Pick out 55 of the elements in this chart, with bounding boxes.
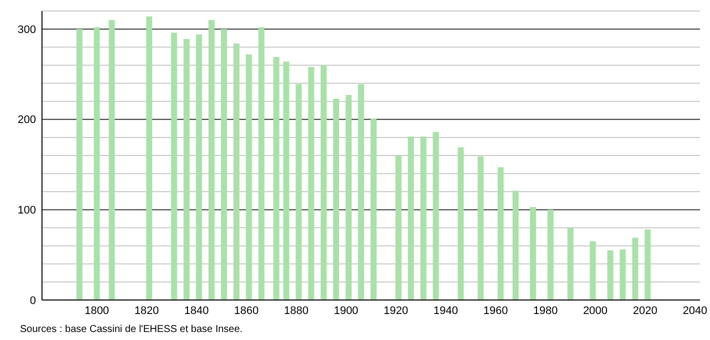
bar: [308, 66, 314, 300]
bar: [171, 32, 178, 300]
x-tick-label: 1800: [84, 305, 110, 317]
bar: [208, 20, 214, 300]
bar: [94, 27, 100, 300]
x-tick-label: 2000: [583, 305, 608, 317]
bar: [547, 210, 554, 300]
x-tick-label: 1860: [234, 305, 259, 317]
bar: [590, 241, 596, 300]
y-tick-label: 0: [30, 294, 36, 307]
x-tick-label: 1880: [284, 305, 308, 317]
bar: [478, 156, 484, 300]
bar: [420, 136, 426, 300]
bar: [273, 57, 280, 300]
bar: [296, 84, 302, 300]
bar: [458, 147, 464, 300]
x-tick-label: 2040: [682, 305, 708, 317]
bar: [607, 250, 614, 300]
bar: [258, 27, 264, 300]
bar: [644, 230, 651, 300]
x-tick-label: 1920: [384, 305, 408, 317]
bar: [196, 34, 202, 300]
y-tick-label: 100: [18, 204, 36, 217]
source-note: Sources : base Cassini de l'EHESS et base Insee.: [20, 324, 243, 335]
bar: [408, 136, 414, 300]
x-tick-label: 1820: [134, 305, 159, 317]
bar: [620, 249, 626, 300]
bar: [108, 20, 115, 300]
x-tick-label: 1980: [533, 305, 558, 317]
x-tick-label: 1900: [334, 305, 358, 317]
bar: [530, 206, 536, 300]
bar: [76, 29, 82, 300]
x-tick-label: 1960: [483, 305, 508, 317]
bar: [320, 65, 327, 300]
bar: [184, 38, 190, 300]
bar: [512, 190, 519, 300]
bar: [233, 44, 240, 300]
bar: [370, 118, 376, 300]
bar: [358, 84, 364, 300]
bar: [146, 16, 152, 300]
bar: [395, 156, 402, 300]
bar: [246, 54, 252, 300]
bar: [346, 94, 352, 300]
x-tick-label: 2020: [632, 305, 658, 317]
bar: [567, 228, 574, 300]
x-tick-label: 1840: [184, 305, 209, 317]
bar: [632, 238, 638, 300]
y-tick-label: 300: [18, 24, 36, 36]
bar: [498, 167, 504, 300]
y-tick-label: 200: [18, 114, 36, 126]
x-tick-label: 1940: [434, 305, 458, 317]
bar: [333, 98, 340, 300]
bar: [283, 62, 290, 300]
bar: [432, 132, 439, 300]
bar: [220, 29, 227, 300]
